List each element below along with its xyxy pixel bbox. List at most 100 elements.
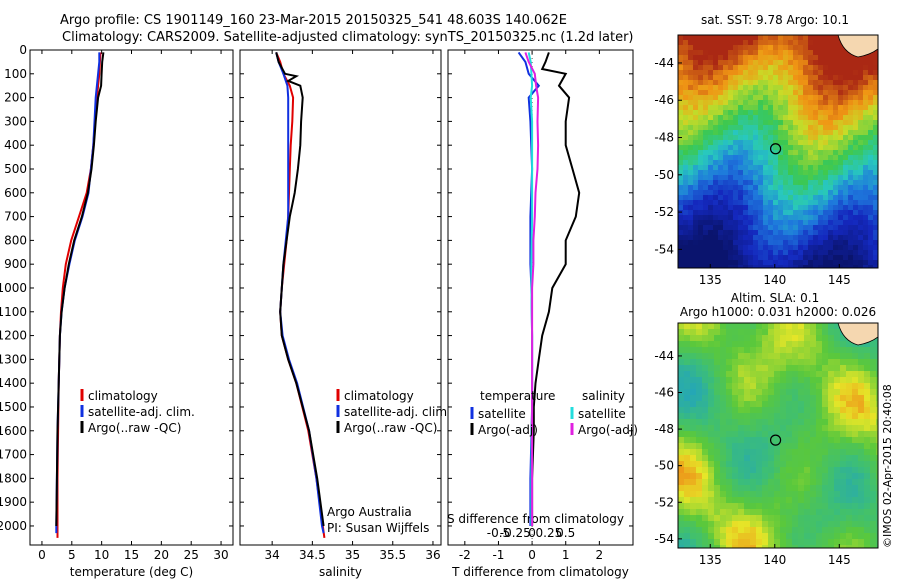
map-cell xyxy=(750,521,757,528)
map-cell xyxy=(763,75,769,81)
map-cell xyxy=(870,425,877,432)
map-cell xyxy=(733,65,739,71)
map-cell xyxy=(768,175,774,181)
map-cell xyxy=(816,353,823,360)
map-cell xyxy=(818,190,824,196)
map-cell xyxy=(846,443,853,450)
map-cell xyxy=(846,449,853,456)
map-cell xyxy=(728,190,734,196)
map-cell xyxy=(870,521,877,528)
map-cell xyxy=(723,145,729,151)
map-cell xyxy=(834,419,841,426)
map-cell xyxy=(848,240,854,246)
map-cell xyxy=(864,401,871,408)
map-cell xyxy=(848,195,854,201)
map-cell xyxy=(848,80,854,86)
map-cell xyxy=(864,515,871,522)
map-cell xyxy=(773,95,779,101)
map-cell xyxy=(688,210,694,216)
map-cell xyxy=(813,190,819,196)
map-cell xyxy=(723,55,729,61)
map-cell xyxy=(743,265,749,268)
map-cell xyxy=(833,225,839,231)
map-cell xyxy=(763,195,769,201)
map-cell xyxy=(688,260,694,266)
map-cell xyxy=(864,395,871,402)
map-cell xyxy=(684,371,691,378)
map-cell xyxy=(853,260,859,266)
map-cell xyxy=(833,185,839,191)
map-cell xyxy=(774,431,781,438)
map-cell xyxy=(868,235,874,241)
map-cell xyxy=(683,85,689,91)
map-cell xyxy=(774,533,781,540)
map-cell xyxy=(840,473,847,480)
map-cell xyxy=(696,341,703,348)
map-cell xyxy=(786,353,793,360)
map-cell xyxy=(858,155,864,161)
map-cell xyxy=(693,60,699,66)
map-cell xyxy=(723,235,729,241)
map-cell xyxy=(693,235,699,241)
map-cell xyxy=(846,539,853,546)
map-cell xyxy=(823,55,829,61)
map-cell xyxy=(738,240,744,246)
map-cell xyxy=(822,443,829,450)
map-cell xyxy=(823,245,829,251)
map-cell xyxy=(774,509,781,516)
map-cell xyxy=(750,383,757,390)
map-cell xyxy=(786,545,793,548)
map-cell xyxy=(818,225,824,231)
map-cell xyxy=(823,70,829,76)
map-cell xyxy=(783,120,789,126)
map-cell xyxy=(732,371,739,378)
map-cell xyxy=(758,260,764,266)
map-cell xyxy=(758,90,764,96)
map-cell xyxy=(714,329,721,336)
map-cell xyxy=(750,395,757,402)
map-cell xyxy=(733,105,739,111)
map-cell xyxy=(758,150,764,156)
map-cell xyxy=(868,255,874,261)
map-cell xyxy=(762,503,769,510)
map-cell xyxy=(728,165,734,171)
map-cell xyxy=(810,533,817,540)
map-cell xyxy=(823,130,829,136)
x-tick-label: 36 xyxy=(425,548,440,562)
map-cell xyxy=(684,449,691,456)
map-cell xyxy=(828,140,834,146)
map-cell xyxy=(873,125,878,131)
map-cell xyxy=(858,255,864,261)
map-cell xyxy=(873,70,878,76)
map-cell xyxy=(810,455,817,462)
x-tick-label: 140 xyxy=(763,553,786,567)
map-cell xyxy=(743,75,749,81)
map-cell xyxy=(713,50,719,56)
map-cell xyxy=(798,323,805,330)
map-cell xyxy=(718,235,724,241)
map-cell xyxy=(708,135,714,141)
map-cell xyxy=(828,401,835,408)
map-cell xyxy=(783,65,789,71)
map-cell xyxy=(852,545,859,548)
map-cell xyxy=(816,341,823,348)
map-cell xyxy=(774,401,781,408)
map-cell xyxy=(718,220,724,226)
map-cell xyxy=(748,105,754,111)
map-cell xyxy=(720,353,727,360)
map-cell xyxy=(750,539,757,546)
map-cell xyxy=(703,35,709,41)
map-cell xyxy=(748,205,754,211)
map-cell xyxy=(690,521,697,528)
map-cell xyxy=(768,90,774,96)
map-cell xyxy=(810,515,817,522)
legend-label: Argo(-adj) xyxy=(478,423,538,437)
map-cell xyxy=(684,437,691,444)
map-cell xyxy=(738,497,745,504)
map-cell xyxy=(756,353,763,360)
map-cell xyxy=(793,255,799,261)
map-cell xyxy=(718,85,724,91)
map-cell xyxy=(718,195,724,201)
map-cell xyxy=(870,443,877,450)
map-cell xyxy=(688,220,694,226)
